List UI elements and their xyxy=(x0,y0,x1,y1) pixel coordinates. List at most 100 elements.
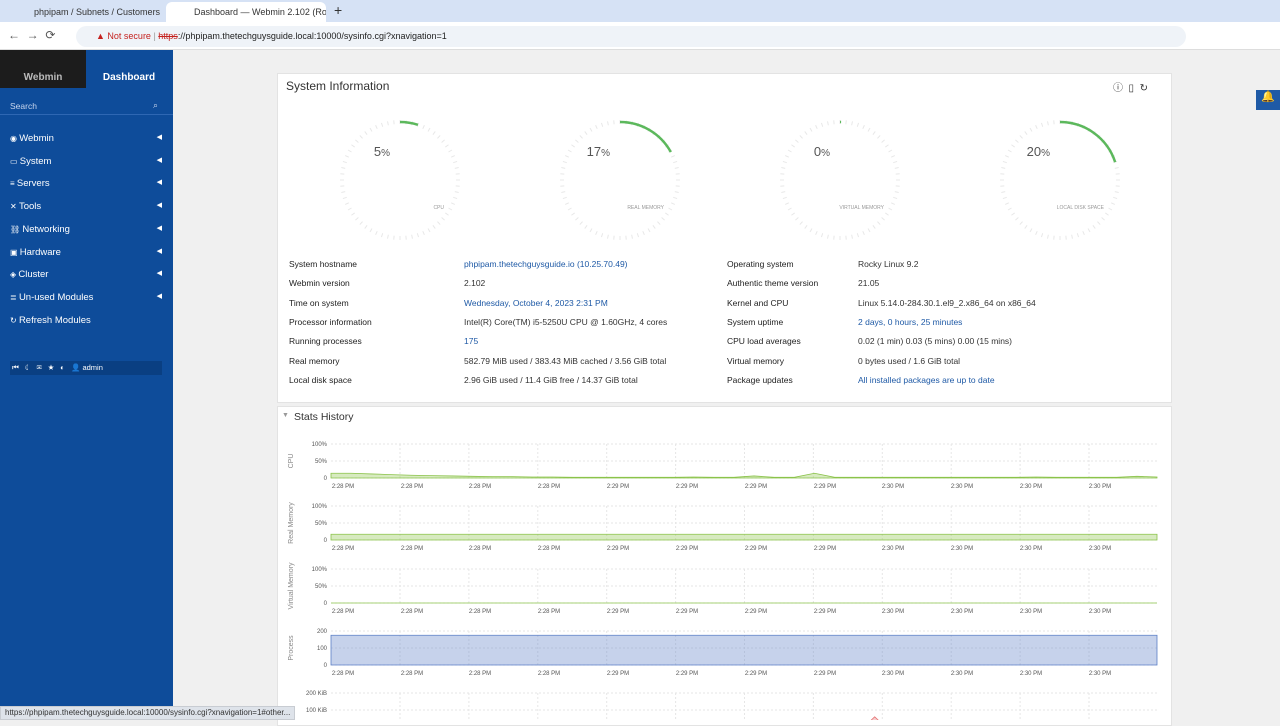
gauge-tick xyxy=(1105,213,1108,215)
x-tick-label: 2:30 PM xyxy=(1089,484,1111,490)
gauge-arc xyxy=(1060,122,1115,162)
gauge-label: REAL MEMORY xyxy=(627,205,664,211)
gauge-tick xyxy=(893,161,897,162)
gauge-tick xyxy=(1020,222,1023,225)
gauge-tick xyxy=(1108,208,1111,210)
gauge-tick xyxy=(1011,213,1014,215)
gauge-tick xyxy=(653,225,655,228)
y-tick-label: 50% xyxy=(315,584,328,590)
gauge-tick xyxy=(788,208,791,210)
gauge-tick xyxy=(365,131,367,134)
gauge-tick xyxy=(388,235,389,239)
gauge-tick xyxy=(857,233,858,237)
gauge-tick xyxy=(891,156,895,158)
gauge-number: 5 xyxy=(374,144,381,159)
gauge-tick xyxy=(1030,228,1032,231)
gauge-arc xyxy=(400,122,418,125)
gauge-tick xyxy=(828,235,829,239)
gauge-tick xyxy=(662,217,665,220)
x-tick-label: 2:29 PM xyxy=(607,546,629,552)
x-tick-label: 2:30 PM xyxy=(1020,671,1042,677)
gauge-tick xyxy=(351,213,354,215)
gauge-tick xyxy=(585,131,587,134)
gauge-tick xyxy=(882,217,885,220)
chart-label: Virtual Memory xyxy=(288,562,295,609)
x-tick-label: 2:28 PM xyxy=(401,484,423,490)
gauge-tick xyxy=(821,233,822,237)
gauge-tick xyxy=(1003,197,1007,198)
gauge-tick xyxy=(437,222,440,225)
gauge-tick xyxy=(345,203,349,205)
gauge-tick xyxy=(1111,203,1115,205)
gauge-tick xyxy=(885,145,888,147)
gauge-tick xyxy=(891,203,895,205)
gauge-tick xyxy=(1048,121,1049,125)
gauge-tick xyxy=(895,168,899,169)
gauge-tick xyxy=(828,121,829,125)
gauge-tick xyxy=(873,225,875,228)
gauge-tick xyxy=(1030,128,1032,131)
gauge-tick xyxy=(1008,208,1011,210)
gauge-tick xyxy=(343,197,347,198)
gauge-tick xyxy=(568,150,571,152)
gauge-tick xyxy=(657,222,660,225)
notification-button[interactable]: 🔔 xyxy=(1256,90,1280,110)
gauge-unit: % xyxy=(821,148,830,159)
gauge-tick xyxy=(453,197,457,198)
gauge-tick xyxy=(781,192,785,193)
x-tick-label: 2:28 PM xyxy=(538,546,560,552)
gauge-tick xyxy=(1025,225,1027,228)
y-tick-label: 0 xyxy=(324,601,328,607)
gauge-tick xyxy=(370,128,372,131)
gauge-tick xyxy=(437,135,440,138)
gauge-tick xyxy=(433,225,435,228)
gauge-tick xyxy=(448,150,451,152)
x-tick-label: 2:28 PM xyxy=(401,609,423,615)
gauge-tick xyxy=(1025,131,1027,134)
x-tick-label: 2:28 PM xyxy=(401,671,423,677)
gauge-tick xyxy=(433,131,435,134)
gauge-tick xyxy=(1015,140,1018,143)
x-tick-label: 2:29 PM xyxy=(607,484,629,490)
x-tick-label: 2:30 PM xyxy=(1089,546,1111,552)
gauge-tick xyxy=(601,123,602,127)
gauge-tick xyxy=(852,235,853,239)
gauge-tick xyxy=(673,161,677,162)
y-tick-label: 100% xyxy=(312,504,328,510)
gauge-tick xyxy=(1005,156,1009,158)
gauge-tick xyxy=(852,121,853,125)
gauge-tick xyxy=(1113,197,1117,198)
gauge-tick xyxy=(442,140,445,143)
gauge-tick xyxy=(590,228,592,231)
gauge-tick xyxy=(360,135,363,138)
x-tick-label: 2:29 PM xyxy=(745,546,767,552)
gauge-tick xyxy=(343,161,347,162)
gauge-tick xyxy=(1102,217,1105,220)
x-tick-label: 2:28 PM xyxy=(538,609,560,615)
gauge-tick xyxy=(868,128,870,131)
gauge-value: 17% xyxy=(587,144,610,159)
gauge-tick xyxy=(455,168,459,169)
gauge-tick xyxy=(565,203,569,205)
gauge-tick xyxy=(585,225,587,228)
gauge-tick xyxy=(455,192,459,193)
gauge-value: 0% xyxy=(814,144,830,159)
gauge-tick xyxy=(370,228,372,231)
gauge-tick xyxy=(376,231,378,235)
gauge-tick xyxy=(451,156,455,158)
x-tick-label: 2:30 PM xyxy=(882,671,904,677)
y-tick-label: 0 xyxy=(324,538,328,544)
x-tick-label: 2:29 PM xyxy=(676,546,698,552)
gauge-tick xyxy=(348,150,351,152)
x-tick-label: 2:29 PM xyxy=(676,671,698,677)
gauge-tick xyxy=(893,197,897,198)
gauge-tick xyxy=(800,135,803,138)
gauge-tick xyxy=(341,168,345,169)
gauge-tick xyxy=(608,121,609,125)
x-tick-label: 2:30 PM xyxy=(951,671,973,677)
gauge-value: 20% xyxy=(1027,144,1050,159)
x-tick-label: 2:29 PM xyxy=(814,484,836,490)
x-tick-label: 2:30 PM xyxy=(1020,546,1042,552)
x-tick-label: 2:28 PM xyxy=(538,671,560,677)
